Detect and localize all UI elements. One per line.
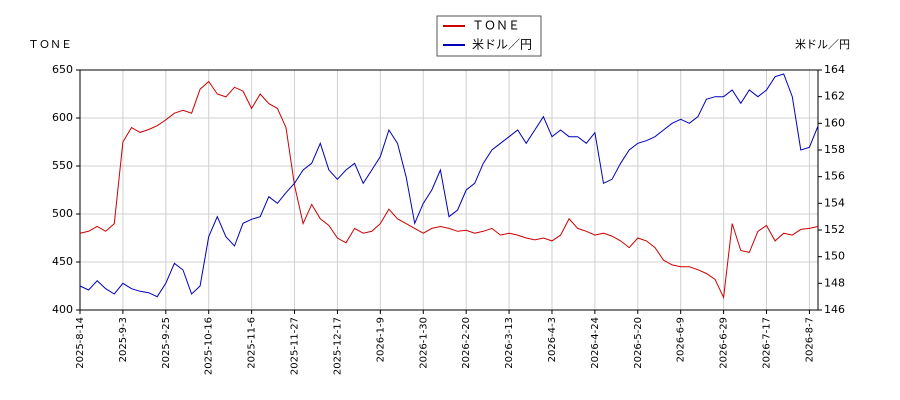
x-tick-label: 2026-5-20 bbox=[633, 317, 644, 369]
x-tick-label: 2026-4-24 bbox=[590, 317, 601, 369]
x-tick-label: 2026-2-20 bbox=[461, 317, 472, 369]
plot-frame bbox=[79, 69, 819, 311]
x-tick-label: 2025-10-16 bbox=[204, 317, 215, 375]
y2-tick-label: 158 bbox=[824, 143, 845, 156]
x-tick-label: 2025-11-6 bbox=[247, 317, 258, 369]
x-tick-label: 2025-12-17 bbox=[332, 317, 343, 375]
y2-tick-label: 148 bbox=[824, 276, 845, 289]
y2-tick-label: 146 bbox=[824, 303, 845, 316]
series-line bbox=[79, 80, 819, 300]
y2-tick-label: 152 bbox=[824, 223, 845, 236]
y-axis-label: ＴＯＮＥ bbox=[28, 38, 72, 51]
legend-box bbox=[436, 15, 542, 57]
series-line bbox=[79, 73, 819, 298]
x-tick-label: 2025-11-27 bbox=[290, 317, 301, 375]
x-tick-label: 2026-6-29 bbox=[719, 317, 730, 369]
x-tick-label: 2026-8-7 bbox=[804, 317, 815, 362]
y-tick-label: 600 bbox=[52, 111, 73, 124]
y2-tick-label: 156 bbox=[824, 170, 845, 183]
y2-tick-label: 150 bbox=[824, 250, 845, 263]
y-tick-label: 500 bbox=[52, 207, 73, 220]
legend-label: 米ドル／円 bbox=[472, 38, 532, 52]
x-tick-label: 2026-1-9 bbox=[375, 317, 386, 362]
y-tick-label: 550 bbox=[52, 159, 73, 172]
x-tick-label: 2026-4-3 bbox=[547, 317, 558, 362]
x-tick-label: 2025-9-25 bbox=[161, 317, 172, 369]
y2-axis-label: 米ドル／円 bbox=[795, 38, 850, 51]
y-tick-label: 650 bbox=[52, 63, 73, 76]
y2-tick-label: 154 bbox=[824, 196, 845, 209]
legend-label: ＴＯＮＥ bbox=[472, 19, 520, 33]
y-tick-label: 450 bbox=[52, 255, 73, 268]
y2-tick-label: 162 bbox=[824, 90, 845, 103]
x-tick-label: 2026-7-17 bbox=[762, 317, 773, 369]
x-tick-label: 2025-8-14 bbox=[75, 317, 86, 369]
y2-tick-label: 164 bbox=[824, 63, 845, 76]
x-tick-label: 2025-9-3 bbox=[118, 317, 129, 362]
x-tick-label: 2026-6-9 bbox=[676, 317, 687, 362]
y-tick-label: 400 bbox=[52, 303, 73, 316]
y2-tick-label: 160 bbox=[824, 116, 845, 129]
x-tick-label: 2026-3-13 bbox=[504, 317, 515, 369]
x-tick-label: 2026-1-30 bbox=[418, 317, 429, 369]
